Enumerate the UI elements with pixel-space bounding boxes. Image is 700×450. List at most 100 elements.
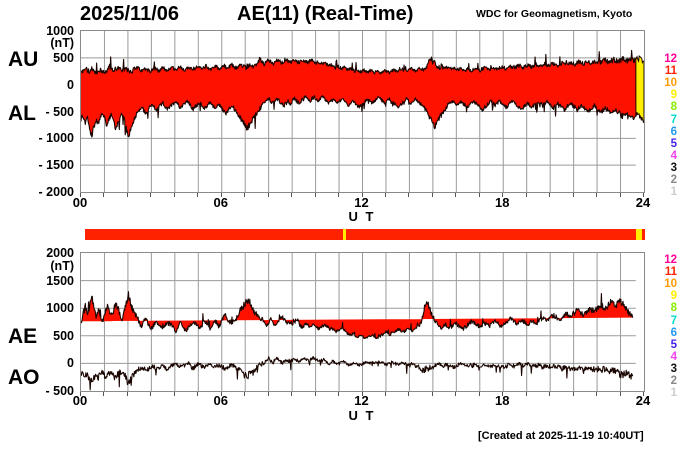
legend-level-9: 9 bbox=[670, 290, 677, 303]
y-tick-label: - 1000 bbox=[38, 131, 74, 146]
axis-tick-mark bbox=[572, 193, 574, 197]
legend-level-4: 4 bbox=[670, 350, 677, 363]
header-credit: WDC for Geomagnetism, Kyoto bbox=[476, 8, 633, 20]
axis-tick-mark bbox=[525, 193, 527, 197]
unit-label-bottom: (nT) bbox=[50, 259, 74, 273]
y-tick-label: 500 bbox=[53, 328, 74, 343]
legend-level-8: 8 bbox=[670, 101, 677, 114]
axis-tick-mark bbox=[619, 392, 621, 396]
axis-tick-mark bbox=[619, 193, 621, 197]
axis-tick-mark bbox=[455, 193, 457, 197]
axis-tick-mark bbox=[173, 193, 175, 197]
legend-level-3: 3 bbox=[670, 161, 677, 174]
axis-tick-mark bbox=[338, 193, 340, 197]
panel-au-al bbox=[80, 30, 645, 193]
panel-ae-ao bbox=[80, 252, 645, 392]
axis-tick-mark bbox=[244, 392, 246, 396]
x-tick-label: 00 bbox=[72, 195, 88, 210]
x-tick-label: 24 bbox=[635, 195, 651, 210]
y-tick-label: 1000 bbox=[46, 24, 74, 38]
axis-tick-mark bbox=[103, 193, 105, 197]
axis-tick-mark bbox=[478, 392, 480, 396]
x-tick-label: 12 bbox=[354, 393, 369, 408]
axis-tick-mark bbox=[549, 392, 551, 396]
activity-segment-level-11 bbox=[345, 229, 637, 240]
legend-level-10: 10 bbox=[664, 278, 677, 291]
activity-segment-level-9 bbox=[342, 229, 346, 240]
legend-level-2: 2 bbox=[670, 375, 677, 387]
axis-tick-mark bbox=[408, 392, 410, 396]
axis-tick-mark bbox=[220, 392, 222, 396]
legend-level-1: 1 bbox=[670, 387, 677, 400]
y-tick-label: 2000 bbox=[46, 246, 74, 260]
activity-segment-level-11 bbox=[641, 229, 645, 240]
axis-tick-mark bbox=[291, 193, 293, 197]
axis-tick-mark bbox=[150, 193, 152, 197]
activity-segment-level-9 bbox=[636, 229, 642, 240]
x-tick-label: 06 bbox=[213, 195, 228, 210]
axis-tick-mark bbox=[197, 193, 199, 197]
axis-tick-mark bbox=[126, 193, 128, 197]
axis-tick-mark bbox=[338, 392, 340, 396]
legend-level-10: 10 bbox=[664, 77, 677, 90]
label-au: AU bbox=[8, 48, 39, 71]
header-title: AE(11) (Real-Time) bbox=[237, 3, 414, 25]
x-tick-label: 00 bbox=[72, 393, 88, 408]
axis-tick-mark bbox=[525, 392, 527, 396]
axis-tick-mark bbox=[502, 392, 504, 396]
y-tick-label: 0 bbox=[67, 77, 74, 92]
legend-level-6: 6 bbox=[670, 326, 677, 339]
au-al-trace bbox=[81, 31, 644, 192]
y-tick-label: - 500 bbox=[45, 104, 75, 119]
legend-level-7: 7 bbox=[670, 314, 677, 327]
legend-level-1: 1 bbox=[670, 186, 677, 199]
unit-label-top: (nT) bbox=[50, 36, 74, 50]
x-tick-label: 18 bbox=[495, 195, 510, 210]
axis-tick-mark bbox=[267, 193, 269, 197]
legend-level-3: 3 bbox=[670, 362, 677, 375]
legend-level-2: 2 bbox=[670, 174, 677, 186]
legend-level-8: 8 bbox=[670, 302, 677, 315]
legend-level-5: 5 bbox=[670, 137, 677, 150]
x-tick-label: 06 bbox=[213, 393, 228, 408]
axis-tick-mark bbox=[596, 392, 598, 396]
axis-tick-mark bbox=[267, 392, 269, 396]
axis-tick-mark bbox=[220, 193, 222, 197]
axis-tick-mark bbox=[314, 193, 316, 197]
axis-tick-mark bbox=[361, 193, 363, 197]
y-tick-label: 500 bbox=[53, 50, 74, 65]
axis-tick-mark bbox=[643, 392, 644, 396]
axis-tick-mark bbox=[502, 193, 504, 197]
axis-tick-mark bbox=[361, 392, 363, 396]
ae-ao-trace bbox=[81, 253, 644, 391]
axis-tick-mark bbox=[431, 193, 433, 197]
legend-level-12: 12 bbox=[664, 53, 677, 65]
axis-tick-mark bbox=[150, 392, 152, 396]
axis-tick-mark bbox=[384, 193, 386, 197]
legend-level-9: 9 bbox=[670, 89, 677, 102]
axis-tick-mark bbox=[643, 193, 644, 197]
x-tick-label: 18 bbox=[495, 393, 510, 408]
axis-tick-mark bbox=[80, 193, 81, 197]
legend-level-7: 7 bbox=[670, 113, 677, 126]
axis-tick-mark bbox=[549, 193, 551, 197]
x-tick-label: 24 bbox=[635, 393, 651, 408]
axis-tick-mark bbox=[408, 193, 410, 197]
legend-level-6: 6 bbox=[670, 125, 677, 138]
legend-level-4: 4 bbox=[670, 149, 677, 162]
axis-tick-mark bbox=[596, 193, 598, 197]
axis-tick-mark bbox=[291, 392, 293, 396]
label-al: AL bbox=[8, 102, 36, 125]
axis-tick-mark bbox=[80, 392, 81, 396]
y-tick-label: 1000 bbox=[46, 301, 74, 316]
footer-created-stamp: [Created at 2025-11-19 10:40UT] bbox=[478, 430, 644, 442]
x-axis-label-top: U T bbox=[348, 209, 376, 224]
x-tick-label: 12 bbox=[354, 195, 369, 210]
y-tick-label: - 500 bbox=[45, 384, 75, 398]
axis-tick-mark bbox=[478, 193, 480, 197]
axis-tick-mark bbox=[197, 392, 199, 396]
axis-tick-mark bbox=[384, 392, 386, 396]
header-date: 2025/11/06 bbox=[80, 3, 179, 25]
